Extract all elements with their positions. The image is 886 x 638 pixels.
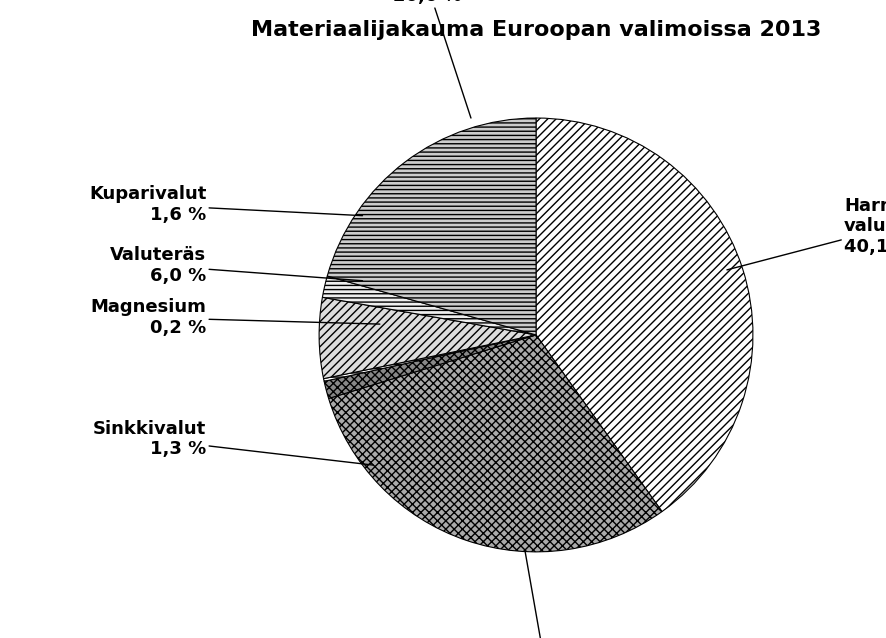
Text: Harmaa
valurauta
40,1 %: Harmaa valurauta 40,1 %	[727, 197, 886, 270]
Text: Kuparivalut
1,6 %: Kuparivalut 1,6 %	[89, 186, 362, 224]
Wedge shape	[319, 297, 536, 378]
Text: Pallografiitti
30,1 %: Pallografiitti 30,1 %	[484, 552, 610, 638]
Wedge shape	[323, 276, 536, 335]
Wedge shape	[536, 118, 753, 512]
Text: Alumiinivalu
20,6 %: Alumiinivalu 20,6 %	[365, 0, 490, 118]
Text: Valuteräs
6,0 %: Valuteräs 6,0 %	[110, 246, 362, 285]
Title: Materiaalijakauma Euroopan valimoissa 2013: Materiaalijakauma Euroopan valimoissa 20…	[251, 20, 821, 40]
Wedge shape	[329, 335, 662, 552]
Text: Sinkkivalut
1,3 %: Sinkkivalut 1,3 %	[93, 420, 373, 465]
Wedge shape	[323, 335, 536, 382]
Wedge shape	[324, 335, 536, 399]
Text: Magnesium
0,2 %: Magnesium 0,2 %	[90, 298, 380, 337]
Wedge shape	[327, 118, 536, 335]
